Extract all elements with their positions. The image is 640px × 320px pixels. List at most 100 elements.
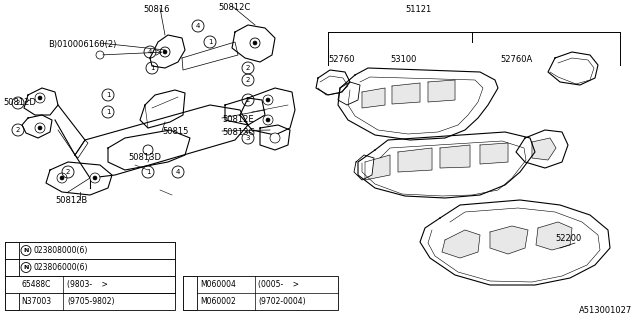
Text: 2: 2 <box>246 65 250 71</box>
Polygon shape <box>428 80 455 102</box>
Polygon shape <box>480 143 508 164</box>
Text: 2: 2 <box>246 77 250 83</box>
Text: 3: 3 <box>246 135 250 141</box>
Circle shape <box>270 133 280 143</box>
Text: A513001027: A513001027 <box>579 306 632 315</box>
Circle shape <box>96 51 104 59</box>
Text: 4: 4 <box>176 169 180 175</box>
Circle shape <box>160 47 170 57</box>
Text: 023806000(6): 023806000(6) <box>33 263 88 272</box>
Text: N: N <box>23 265 29 270</box>
Bar <box>5 259 175 276</box>
Text: 1: 1 <box>106 109 110 115</box>
Circle shape <box>35 93 45 103</box>
Polygon shape <box>338 68 498 140</box>
Text: (9803-    >: (9803- > <box>67 280 108 289</box>
Text: 1: 1 <box>208 39 212 45</box>
Text: 023808000(6): 023808000(6) <box>33 246 88 255</box>
Polygon shape <box>536 222 572 250</box>
Polygon shape <box>75 105 248 178</box>
Polygon shape <box>362 88 385 108</box>
Bar <box>183 276 197 310</box>
Polygon shape <box>398 148 432 172</box>
Polygon shape <box>46 162 112 195</box>
Circle shape <box>263 95 273 105</box>
Bar <box>5 276 19 310</box>
Polygon shape <box>428 208 600 282</box>
Bar <box>5 242 175 259</box>
Polygon shape <box>22 115 52 138</box>
Text: 52760A: 52760A <box>500 55 532 64</box>
Circle shape <box>57 173 67 183</box>
Polygon shape <box>354 155 374 180</box>
Bar <box>5 276 175 310</box>
Polygon shape <box>240 88 295 135</box>
Text: 4: 4 <box>196 23 200 29</box>
Circle shape <box>90 173 100 183</box>
Circle shape <box>93 176 97 180</box>
Polygon shape <box>24 88 58 115</box>
Circle shape <box>35 123 45 133</box>
Polygon shape <box>532 138 556 160</box>
Polygon shape <box>75 140 88 158</box>
Polygon shape <box>365 155 390 180</box>
Text: 50815: 50815 <box>162 127 188 136</box>
Polygon shape <box>440 145 470 168</box>
Text: 4: 4 <box>188 290 192 296</box>
Text: (9702-0004): (9702-0004) <box>258 297 306 306</box>
Polygon shape <box>516 130 568 168</box>
Circle shape <box>163 50 167 54</box>
Text: 50813D: 50813D <box>128 153 161 162</box>
Text: (0005-    >: (0005- > <box>258 280 299 289</box>
Circle shape <box>38 126 42 130</box>
Polygon shape <box>260 125 290 150</box>
Polygon shape <box>108 130 190 170</box>
Text: 65488C: 65488C <box>21 280 51 289</box>
Bar <box>5 242 19 259</box>
Text: 1: 1 <box>146 169 150 175</box>
Polygon shape <box>318 76 348 95</box>
Polygon shape <box>232 25 275 62</box>
Circle shape <box>38 96 42 100</box>
Polygon shape <box>550 58 594 84</box>
Polygon shape <box>442 230 480 258</box>
Text: 50812E: 50812E <box>222 115 253 124</box>
Polygon shape <box>362 141 526 196</box>
Text: (9705-9802): (9705-9802) <box>67 297 115 306</box>
Text: 2: 2 <box>66 169 70 175</box>
Text: 52200: 52200 <box>555 234 581 243</box>
Circle shape <box>253 41 257 45</box>
Text: M060004: M060004 <box>200 280 236 289</box>
Bar <box>5 259 19 276</box>
Polygon shape <box>150 35 185 68</box>
Polygon shape <box>490 226 528 254</box>
Bar <box>5 276 175 293</box>
Text: 50812C: 50812C <box>218 3 250 12</box>
Text: 2: 2 <box>16 127 20 133</box>
Polygon shape <box>548 52 598 85</box>
Polygon shape <box>182 42 238 70</box>
Text: 2: 2 <box>246 97 250 103</box>
Circle shape <box>266 98 270 102</box>
Text: 2: 2 <box>10 265 14 270</box>
Polygon shape <box>140 90 185 128</box>
Text: N37003: N37003 <box>21 297 51 306</box>
Text: M060002: M060002 <box>200 297 236 306</box>
Text: 1: 1 <box>150 65 154 71</box>
Polygon shape <box>316 70 350 95</box>
Text: N: N <box>23 248 29 253</box>
Polygon shape <box>225 98 265 125</box>
Text: 52760: 52760 <box>328 55 355 64</box>
Text: 1: 1 <box>10 247 14 253</box>
Circle shape <box>263 115 273 125</box>
Polygon shape <box>338 82 360 105</box>
Polygon shape <box>420 200 610 285</box>
Text: 50812D: 50812D <box>3 98 36 107</box>
Text: B)010006160(2): B)010006160(2) <box>48 40 116 49</box>
Polygon shape <box>348 77 483 134</box>
Text: 50813G: 50813G <box>222 128 255 137</box>
Polygon shape <box>392 83 420 104</box>
Polygon shape <box>358 132 535 198</box>
Circle shape <box>60 176 64 180</box>
Text: 3: 3 <box>10 290 14 296</box>
